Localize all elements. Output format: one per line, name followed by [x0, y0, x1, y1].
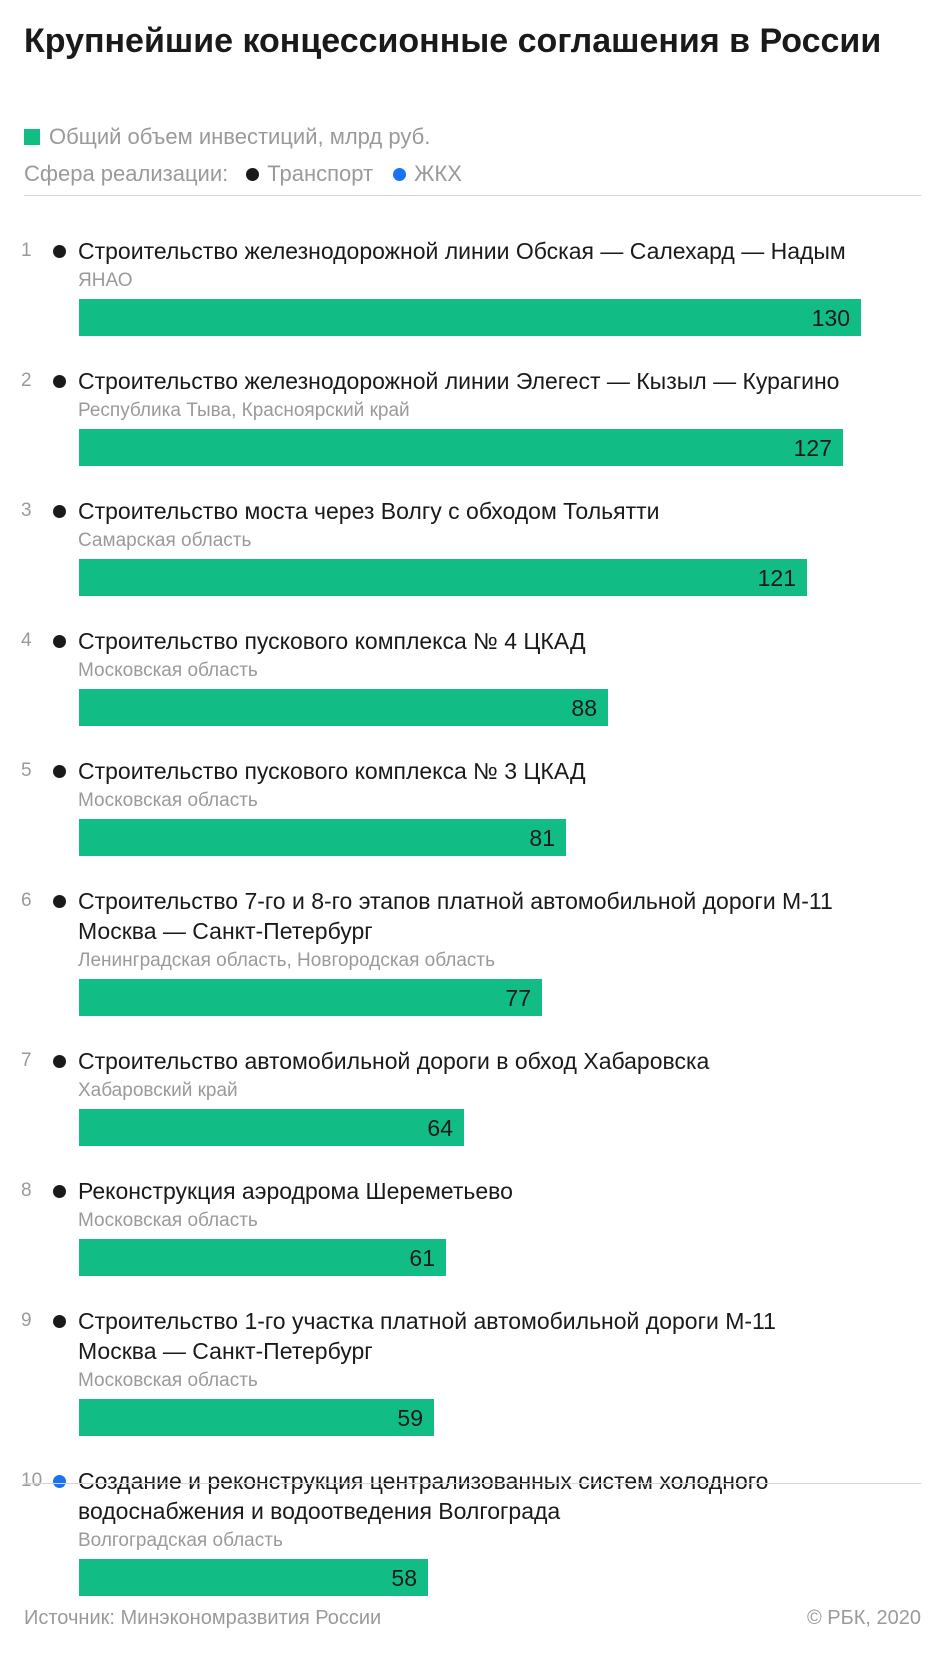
bar [79, 1109, 464, 1146]
bar-value-label: 130 [811, 305, 850, 331]
transport-bullet-icon [53, 1055, 66, 1068]
bar [79, 979, 542, 1016]
transport-bullet-icon [53, 245, 66, 258]
project-region: Московская область [78, 1370, 258, 1391]
project-region: Московская область [78, 790, 258, 811]
project-name: Строительство железнодорожной линии Элег… [78, 368, 840, 394]
bar-value-label: 121 [757, 565, 796, 591]
bar [79, 1559, 428, 1596]
project-name: Строительство автомобильной дороги в обх… [78, 1048, 710, 1074]
bar [79, 559, 807, 596]
bar-value-label: 88 [571, 695, 597, 721]
copyright: © РБК, 2020 [806, 1607, 921, 1629]
bar-value-label: 127 [793, 435, 832, 461]
project-name: Строительство моста через Волгу с обходо… [78, 498, 660, 524]
transport-bullet-icon [53, 505, 66, 518]
project-region: ЯНАО [78, 270, 133, 291]
legend-measure: Общий объем инвестиций, млрд руб. [24, 124, 430, 150]
project-region: Московская область [78, 660, 258, 681]
rank-label: 3 [21, 500, 32, 521]
bar-value-label: 59 [397, 1405, 423, 1431]
legend-swatch [24, 129, 40, 145]
project-region: Хабаровский край [78, 1080, 238, 1101]
legend-housing-dot [393, 167, 407, 181]
project-name: Строительство железнодорожной линии Обск… [78, 238, 846, 264]
project-name: Строительство пускового комплекса № 3 ЦК… [78, 758, 586, 784]
bar [79, 429, 843, 466]
project-region: Московская область [78, 1210, 258, 1231]
legend-housing-label: ЖКХ [414, 161, 462, 186]
bar-value-label: 64 [427, 1115, 453, 1141]
project-name: Строительство 7-го и 8-го этапов платной… [78, 888, 833, 944]
bar [79, 819, 566, 856]
transport-bullet-icon [53, 765, 66, 778]
project-name: Реконструкция аэродрома Шереметьево [78, 1178, 513, 1204]
rank-label: 4 [21, 630, 32, 651]
legend-transport-label: Транспорт [267, 161, 374, 186]
bar-value-label: 77 [505, 985, 531, 1011]
legend-measure-label: Общий объем инвестиций, млрд руб. [49, 124, 431, 149]
bar [79, 1239, 446, 1276]
bar-value-label: 61 [409, 1245, 435, 1271]
transport-bullet-icon [53, 1315, 66, 1328]
project-region: Республика Тыва, Красноярский край [78, 400, 410, 421]
project-name: Создание и реконструкция централизованны… [78, 1468, 769, 1524]
rank-label: 9 [21, 1310, 32, 1331]
project-region: Волгоградская область [78, 1530, 283, 1551]
rank-label: 5 [21, 760, 32, 781]
transport-bullet-icon [53, 1185, 66, 1198]
transport-bullet-icon [53, 635, 66, 648]
legend-transport-dot [246, 167, 260, 181]
rank-label: 1 [21, 240, 32, 261]
project-region: Ленинградская область, Новгородская обла… [78, 950, 496, 971]
bottom-divider [24, 1483, 921, 1484]
bar [79, 1399, 434, 1436]
rank-label: 6 [21, 890, 32, 911]
bar-value-label: 81 [529, 825, 555, 851]
project-name: Строительство 1-го участка платной автом… [78, 1308, 776, 1364]
chart-title: Крупнейшие концессионные соглашения в Ро… [24, 22, 882, 60]
transport-bullet-icon [53, 895, 66, 908]
rank-label: 2 [21, 370, 32, 391]
top-divider [24, 195, 921, 196]
project-region: Самарская область [78, 530, 252, 551]
legend-sphere: Сфера реализации: Транспорт ЖКХ [24, 161, 462, 187]
rank-label: 7 [21, 1050, 32, 1071]
source-note: Источник: Минэкономразвития России [24, 1607, 382, 1629]
legend-sphere-label: Сфера реализации: [24, 161, 229, 186]
bar [79, 299, 861, 336]
bar-value-label: 58 [391, 1565, 417, 1591]
rank-label: 8 [21, 1180, 32, 1201]
rank-label: 10 [21, 1470, 43, 1491]
project-name: Строительство пускового комплекса № 4 ЦК… [78, 628, 586, 654]
transport-bullet-icon [53, 375, 66, 388]
bar [79, 689, 608, 726]
housing-bullet-icon [53, 1475, 66, 1488]
